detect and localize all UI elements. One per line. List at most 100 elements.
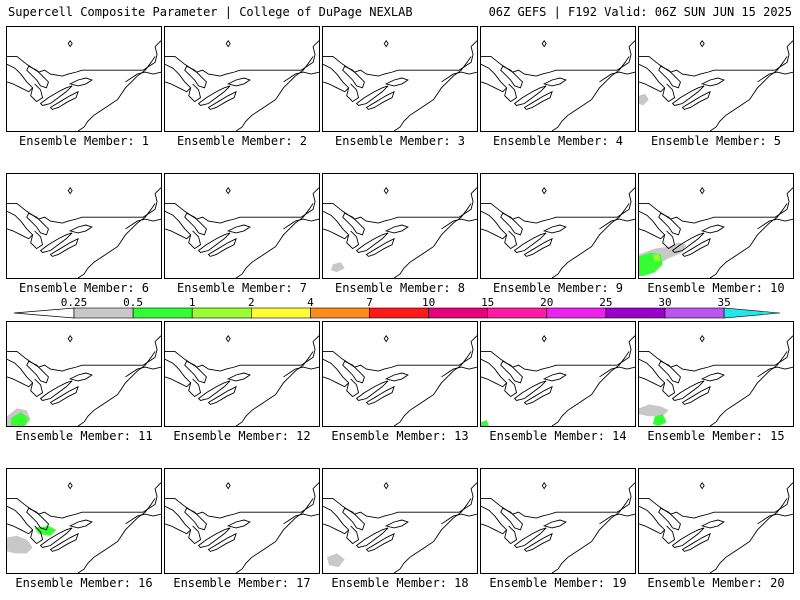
colorbar-segment-0.25 [73,307,134,319]
basemap-outline [323,187,477,278]
colorbar-tick-label: 30 [658,296,672,309]
colorbar [13,307,781,319]
coastline-outline [481,187,635,278]
ensemble-member-label: Ensemble Member: 10 [647,281,785,295]
ensemble-member-label: Ensemble Member: 7 [176,281,308,295]
ensemble-member-map-11 [6,321,162,427]
ensemble-member-map-1 [6,26,162,132]
ensemble-member-map-19 [480,468,636,574]
basemap-outline [7,40,161,131]
coastline-outline [7,187,161,278]
coastline-outline [481,482,635,573]
basemap-outline [639,40,793,131]
ensemble-member-label: Ensemble Member: 6 [18,281,150,295]
basemap-outline [481,335,635,426]
coastline-outline [639,482,793,573]
colorbar-segment-1 [191,307,252,319]
coastline-outline [165,40,319,131]
ensemble-member-map-10 [638,173,794,279]
ensemble-member-map-4 [480,26,636,132]
colorbar-tick-label: 15 [481,296,495,309]
ensemble-member-label: Ensemble Member: 17 [173,576,311,590]
ensemble-member-map-3 [322,26,478,132]
coastline-outline [323,335,477,426]
ensemble-member-label: Ensemble Member: 12 [173,429,311,443]
ensemble-member-label: Ensemble Member: 5 [650,134,782,148]
colorbar-tick-label: 2 [247,296,255,309]
colorbar-tick-label: 20 [540,296,554,309]
basemap-outline [165,187,319,278]
colorbar-segment-10 [428,307,489,319]
basemap-outline [481,187,635,278]
basemap-outline [639,335,793,426]
ensemble-member-map-15 [638,321,794,427]
ensemble-member-map-8 [322,173,478,279]
colorbar-tick-label: 7 [366,296,373,309]
ensemble-member-label: Ensemble Member: 16 [15,576,153,590]
ensemble-member-label: Ensemble Member: 20 [647,576,785,590]
run-valid-time: 06Z GEFS | F192 Valid: 06Z SUN JUN 15 20… [488,5,792,19]
ensemble-member-map-9 [480,173,636,279]
coastline-outline [323,40,477,131]
coastline-outline [165,482,319,573]
ensemble-member-label: Ensemble Member: 8 [334,281,466,295]
scp-area-0.5 [481,420,489,426]
ensemble-member-map-5 [638,26,794,132]
basemap-outline [323,335,477,426]
ensemble-member-map-6 [6,173,162,279]
scp-area-0.25 [7,535,33,554]
ensemble-member-map-20 [638,468,794,574]
ensemble-member-label: Ensemble Member: 18 [331,576,469,590]
ensemble-member-label: Ensemble Member: 13 [331,429,469,443]
colorbar-min-arrow [13,307,75,319]
colorbar-segment-0.5 [132,307,193,319]
basemap-outline [7,335,161,426]
scp-area-1 [652,254,661,263]
coastline-outline [481,335,635,426]
colorbar-tick-label: 25 [599,296,613,309]
basemap-outline [165,482,319,573]
colorbar-segment-2 [251,307,311,319]
coastline-outline [7,335,161,426]
ensemble-member-map-12 [164,321,320,427]
colorbar-segment-20 [546,307,607,319]
basemap-outline [639,482,793,573]
basemap-outline [7,187,161,278]
ensemble-member-map-16 [6,468,162,574]
ensemble-member-label: Ensemble Member: 11 [15,429,153,443]
ensemble-member-label: Ensemble Member: 4 [492,134,624,148]
colorbar-tick-label: 35 [717,296,731,309]
colorbar-segment-4 [310,307,370,319]
basemap-outline [7,482,161,573]
ensemble-member-map-14 [480,321,636,427]
colorbar-tick-label: 0.25 [60,296,88,309]
colorbar-tick-label: 4 [307,296,314,309]
coastline-outline [165,187,319,278]
colorbar-segment-7 [369,307,429,319]
ensemble-member-label: Ensemble Member: 1 [18,134,150,148]
scp-area-0.25 [330,262,345,273]
ensemble-member-label: Ensemble Member: 19 [489,576,627,590]
ensemble-member-label: Ensemble Member: 15 [647,429,785,443]
colorbar-segment-30 [664,307,725,319]
scp-area-0.25 [639,404,669,417]
coastline-outline [7,482,161,573]
scp-area-0.25 [326,553,345,568]
basemap-outline [165,40,319,131]
scp-area-0.25 [639,93,649,106]
colorbar-max-arrow [723,307,781,319]
map-title: Supercell Composite Parameter | College … [8,5,413,19]
ensemble-member-map-18 [322,468,478,574]
ensemble-member-label: Ensemble Member: 9 [492,281,624,295]
ensemble-member-label: Ensemble Member: 3 [334,134,466,148]
basemap-outline [323,482,477,573]
basemap-outline [639,187,793,278]
colorbar-tick-label: 10 [421,296,436,309]
colorbar-segment-25 [605,307,666,319]
coastline-outline [323,482,477,573]
basemap-outline [481,482,635,573]
coastline-outline [639,40,793,131]
colorbar-tick-label: 0.5 [123,296,144,309]
coastline-outline [7,40,161,131]
ensemble-member-map-13 [322,321,478,427]
